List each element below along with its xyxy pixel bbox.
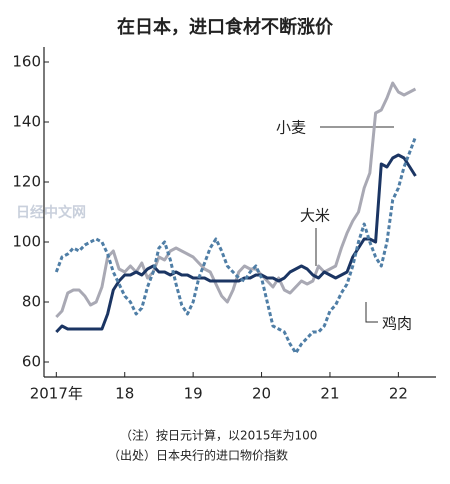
series-line xyxy=(54,136,417,355)
y-tick-label: 80 xyxy=(22,293,41,311)
series-line xyxy=(55,153,417,334)
annotation: 大米 xyxy=(300,207,330,225)
y-tick-label: 160 xyxy=(12,53,41,71)
y-tick-label: 140 xyxy=(12,113,41,131)
note: （出处）日本央行的进口物价指数 xyxy=(108,448,288,463)
x-tick-label: 22 xyxy=(389,385,408,403)
x-tick-label: 2017年 xyxy=(30,385,83,403)
y-tick-label: 100 xyxy=(12,233,41,251)
y-tick-label: 60 xyxy=(22,353,41,371)
annotation: 鸡肉 xyxy=(382,315,412,333)
leader-line xyxy=(365,302,378,323)
note: （注）按日元计算，以2015年为100 xyxy=(120,428,317,443)
chart-title: 在日本，进口食材不断涨价 xyxy=(117,16,334,38)
x-tick-label: 21 xyxy=(320,385,339,403)
x-tick-label: 20 xyxy=(252,385,271,403)
x-tick-label: 19 xyxy=(184,385,203,403)
annotation: 小麦 xyxy=(276,119,306,137)
y-tick-label: 120 xyxy=(12,173,41,191)
watermark: 日经中文网 xyxy=(16,204,86,221)
x-tick-label: 18 xyxy=(115,385,134,403)
